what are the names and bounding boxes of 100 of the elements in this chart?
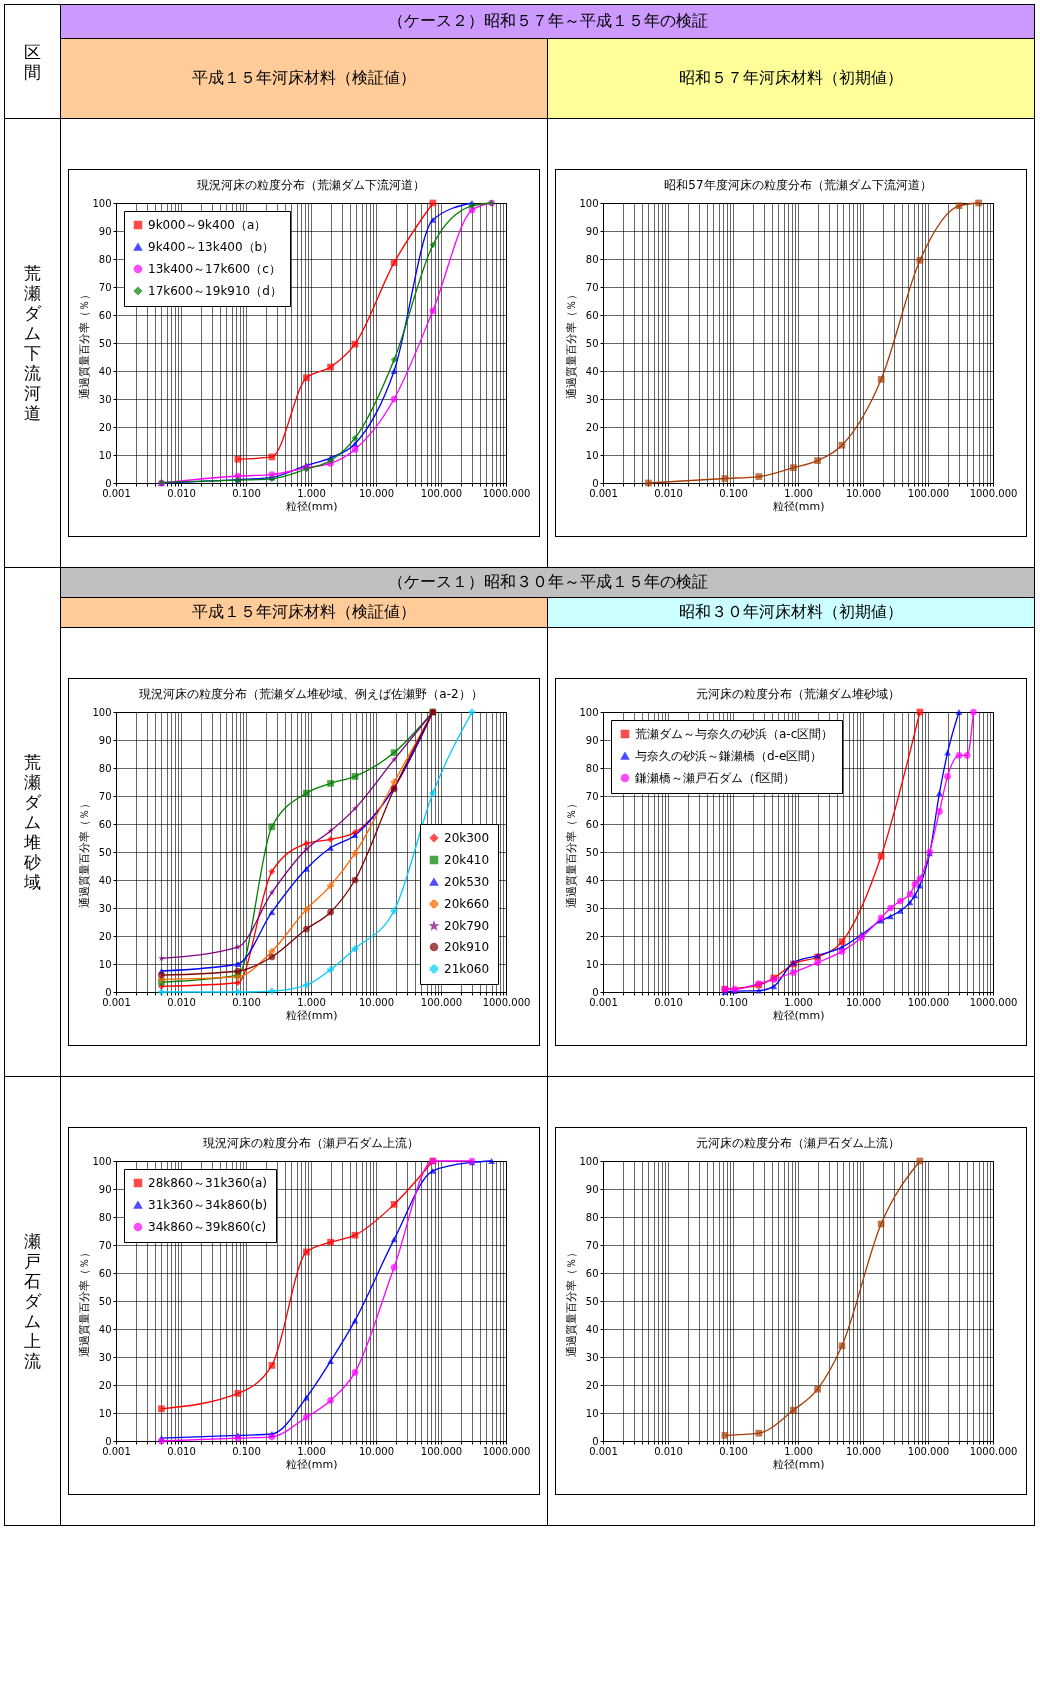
y-tick-label: 50 (585, 337, 599, 349)
x-axis-title: 粒径(mm) (285, 499, 338, 513)
y-tick-label: 30 (98, 393, 112, 405)
x-tick-label: 1000.000 (969, 996, 1018, 1008)
legend-label: 9k000～9k400（a） (148, 218, 267, 232)
y-tick-label: 10 (98, 958, 112, 970)
x-axis-title: 粒径(mm) (285, 1457, 338, 1471)
x-tick-label: 100.000 (907, 1445, 950, 1457)
y-axis-title: 通過質量百分率（％） (565, 1246, 579, 1357)
y-tick-label: 0 (592, 477, 599, 489)
y-tick-label: 60 (585, 1267, 599, 1279)
legend-label: 13k400～17k600（c） (148, 262, 281, 276)
x-tick-label: 0.010 (654, 996, 683, 1008)
y-tick-label: 50 (98, 846, 112, 858)
y-tick-label: 70 (585, 1239, 599, 1251)
y-tick-label: 40 (98, 1323, 112, 1335)
chart-title: 昭和57年度河床の粒度分布（荒瀬ダム下流河道） (664, 178, 932, 192)
text: 平成１５年河床材料（検証値） (60, 597, 548, 628)
y-tick-label: 70 (98, 790, 112, 802)
text: 昭和３０年河床材料（初期値） (547, 597, 1035, 628)
y-tick-label: 60 (98, 818, 112, 830)
y-tick-label: 90 (585, 734, 599, 746)
y-axis-title: 通過質量百分率（％） (78, 288, 92, 399)
legend-label: 21k060 (444, 962, 490, 976)
y-tick-label: 10 (585, 1407, 599, 1419)
y-axis-title: 通過質量百分率（％） (565, 797, 579, 908)
y-tick-label: 70 (98, 281, 112, 293)
y-tick-label: 80 (585, 1211, 599, 1223)
y-tick-label: 10 (98, 1407, 112, 1419)
y-tick-label: 20 (585, 421, 599, 433)
y-tick-label: 90 (98, 225, 112, 237)
y-tick-label: 100 (579, 197, 599, 209)
y-axis-title: 通過質量百分率（％） (78, 797, 92, 908)
y-tick-label: 90 (585, 225, 599, 237)
x-tick-label: 100.000 (907, 487, 950, 499)
y-tick-label: 30 (98, 1351, 112, 1363)
y-tick-label: 90 (98, 1183, 112, 1195)
x-tick-label: 1.000 (784, 996, 813, 1008)
x-tick-label: 1000.000 (482, 487, 531, 499)
y-tick-label: 90 (98, 734, 112, 746)
x-tick-label: 100.000 (420, 487, 463, 499)
y-axis-title: 通過質量百分率（％） (78, 1246, 92, 1357)
x-tick-label: 0.100 (719, 996, 748, 1008)
y-tick-label: 0 (592, 1435, 599, 1447)
text: 区間 (23, 41, 42, 82)
y-tick-label: 20 (98, 421, 112, 433)
chart-title: 現況河床の粒度分布（荒瀬ダム下流河道） (197, 178, 425, 192)
y-tick-label: 0 (592, 986, 599, 998)
y-tick-label: 30 (585, 1351, 599, 1363)
x-axis-title: 粒径(mm) (772, 1008, 825, 1022)
y-tick-label: 20 (98, 1379, 112, 1391)
x-tick-label: 1000.000 (969, 487, 1018, 499)
x-tick-label: 100.000 (907, 996, 950, 1008)
text: （ケース２）昭和５７年～平成１５年の検証 (60, 4, 1035, 39)
y-tick-label: 40 (98, 365, 112, 377)
y-tick-label: 50 (585, 1295, 599, 1307)
x-tick-label: 1.000 (784, 487, 813, 499)
y-tick-label: 50 (98, 337, 112, 349)
y-tick-label: 10 (98, 449, 112, 461)
y-tick-label: 100 (92, 1155, 112, 1167)
chart-title: 元河床の粒度分布（瀬戸石ダム上流） (696, 1136, 900, 1150)
y-tick-label: 20 (98, 930, 112, 942)
x-tick-label: 10.000 (846, 487, 881, 499)
x-tick-label: 1.000 (297, 1445, 326, 1457)
legend-label: 9k400～13k400（b） (148, 240, 275, 254)
y-tick-label: 80 (98, 762, 112, 774)
y-tick-label: 50 (98, 1295, 112, 1307)
y-tick-label: 10 (585, 958, 599, 970)
x-tick-label: 1.000 (784, 1445, 813, 1457)
x-axis-title: 粒径(mm) (772, 1457, 825, 1471)
legend-label: 20k530 (444, 875, 490, 889)
y-tick-label: 60 (98, 309, 112, 321)
y-tick-label: 40 (585, 1323, 599, 1335)
y-axis-title: 通過質量百分率（％） (565, 288, 579, 399)
y-tick-label: 80 (585, 762, 599, 774)
x-tick-label: 1000.000 (482, 996, 531, 1008)
y-tick-label: 80 (98, 1211, 112, 1223)
x-tick-label: 10.000 (359, 487, 394, 499)
x-tick-label: 0.010 (167, 487, 196, 499)
legend-label: 20k790 (444, 919, 490, 933)
y-tick-label: 60 (585, 818, 599, 830)
y-tick-label: 40 (98, 874, 112, 886)
y-tick-label: 10 (585, 449, 599, 461)
y-tick-label: 80 (585, 253, 599, 265)
legend-label: 20k660 (444, 897, 490, 911)
x-tick-label: 0.100 (719, 487, 748, 499)
text: 平成１５年河床材料（検証値） (60, 38, 548, 119)
y-tick-label: 80 (98, 253, 112, 265)
legend-label: 31k360～34k860(b) (148, 1198, 268, 1212)
x-tick-label: 10.000 (846, 996, 881, 1008)
x-tick-label: 0.100 (232, 1445, 261, 1457)
x-tick-label: 0.100 (719, 1445, 748, 1457)
y-tick-label: 30 (585, 902, 599, 914)
x-tick-label: 0.001 (102, 1445, 131, 1457)
legend-label: 20k300 (444, 831, 490, 845)
x-tick-label: 1000.000 (969, 1445, 1018, 1457)
y-tick-label: 0 (105, 477, 112, 489)
x-tick-label: 1.000 (297, 996, 326, 1008)
x-tick-label: 100.000 (420, 1445, 463, 1457)
y-tick-label: 90 (585, 1183, 599, 1195)
